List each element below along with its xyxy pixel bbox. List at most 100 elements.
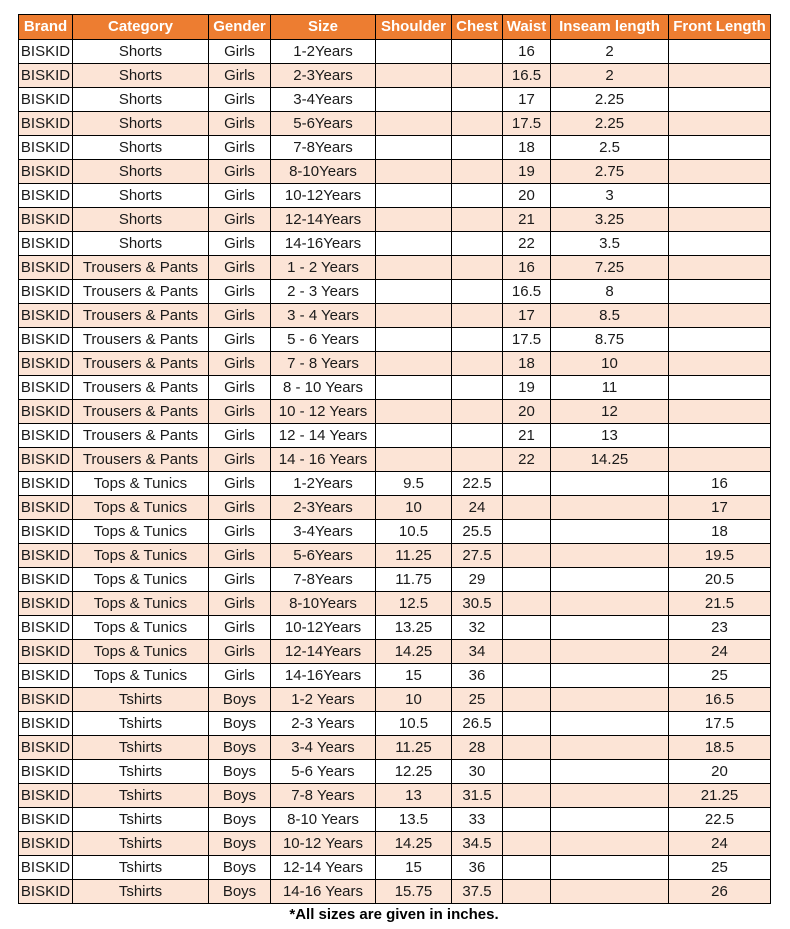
table-row: BISKID Tshirts Boys 5-6 Years 12.25 30 20 bbox=[18, 759, 771, 784]
table-row: BISKID Tshirts Boys 12-14 Years 15 36 25 bbox=[18, 855, 771, 880]
table-cell: Tops & Tunics bbox=[72, 543, 209, 568]
table-cell: 16.5 bbox=[502, 279, 551, 304]
table-cell: 13 bbox=[550, 423, 669, 448]
table-row: BISKID Trousers & Pants Girls 5 - 6 Years 17… bbox=[18, 327, 771, 352]
table-cell bbox=[668, 375, 771, 400]
table-cell bbox=[550, 663, 669, 688]
table-cell bbox=[451, 183, 503, 208]
table-cell: 11.25 bbox=[375, 735, 452, 760]
table-cell: Girls bbox=[208, 423, 271, 448]
table-cell bbox=[451, 351, 503, 376]
table-cell bbox=[668, 39, 771, 64]
table-cell: Girls bbox=[208, 567, 271, 592]
table-cell bbox=[502, 615, 551, 640]
table-cell: BISKID bbox=[18, 711, 73, 736]
table-cell: BISKID bbox=[18, 183, 73, 208]
table-row: BISKID Tops & Tunics Girls 12-14Years 14.25 3… bbox=[18, 639, 771, 664]
table-cell bbox=[550, 639, 669, 664]
table-cell: 12-14Years bbox=[270, 207, 376, 232]
table-cell: Girls bbox=[208, 519, 271, 544]
table-cell bbox=[668, 255, 771, 280]
table-cell: Trousers & Pants bbox=[72, 279, 209, 304]
table-cell: 3-4 Years bbox=[270, 735, 376, 760]
table-cell: Girls bbox=[208, 279, 271, 304]
table-cell: 3.25 bbox=[550, 207, 669, 232]
table-cell: 20 bbox=[502, 399, 551, 424]
table-cell: 17.5 bbox=[502, 111, 551, 136]
table-cell bbox=[451, 303, 503, 328]
table-cell: Shorts bbox=[72, 63, 209, 88]
table-cell: 12.25 bbox=[375, 759, 452, 784]
table-cell: 3 - 4 Years bbox=[270, 303, 376, 328]
table-cell: Girls bbox=[208, 447, 271, 472]
table-cell bbox=[668, 231, 771, 256]
table-cell: 19 bbox=[502, 159, 551, 184]
table-cell: Tops & Tunics bbox=[72, 591, 209, 616]
table-cell: Girls bbox=[208, 303, 271, 328]
table-cell: Tshirts bbox=[72, 711, 209, 736]
table-cell: 7 - 8 Years bbox=[270, 351, 376, 376]
table-cell: Girls bbox=[208, 327, 271, 352]
table-cell bbox=[550, 735, 669, 760]
table-cell bbox=[375, 111, 452, 136]
table-cell bbox=[375, 327, 452, 352]
table-cell: BISKID bbox=[18, 87, 73, 112]
table-cell: 8.5 bbox=[550, 303, 669, 328]
table-cell: 1-2 Years bbox=[270, 687, 376, 712]
table-cell: 33 bbox=[451, 807, 503, 832]
table-row: BISKID Tshirts Boys 3-4 Years 11.25 28 18.5 bbox=[18, 735, 771, 760]
table-cell: Girls bbox=[208, 135, 271, 160]
table-cell: 1-2Years bbox=[270, 471, 376, 496]
table-row: BISKID Tops & Tunics Girls 10-12Years 13.25 3… bbox=[18, 615, 771, 640]
table-row: BISKID Trousers & Pants Girls 14 - 16 Years… bbox=[18, 447, 771, 472]
table-cell: 8.75 bbox=[550, 327, 669, 352]
table-cell bbox=[550, 711, 669, 736]
table-cell: 14.25 bbox=[550, 447, 669, 472]
table-row: BISKID Trousers & Pants Girls 2 - 3 Years 16… bbox=[18, 279, 771, 304]
column-header-inseam-length: Inseam length bbox=[550, 14, 669, 40]
table-cell: 12 - 14 Years bbox=[270, 423, 376, 448]
column-header-category: Category bbox=[72, 14, 209, 40]
table-row: BISKID Trousers & Pants Girls 7 - 8 Years 18… bbox=[18, 351, 771, 376]
table-cell: 10.5 bbox=[375, 711, 452, 736]
table-cell: 17.5 bbox=[502, 327, 551, 352]
table-cell: Girls bbox=[208, 543, 271, 568]
table-cell: Girls bbox=[208, 399, 271, 424]
table-cell: BISKID bbox=[18, 159, 73, 184]
table-cell: Trousers & Pants bbox=[72, 303, 209, 328]
table-cell: 26 bbox=[668, 879, 771, 904]
table-cell bbox=[550, 567, 669, 592]
table-cell: 15.75 bbox=[375, 879, 452, 904]
table-cell: 12-14 Years bbox=[270, 855, 376, 880]
table-cell bbox=[502, 495, 551, 520]
table-cell: Boys bbox=[208, 855, 271, 880]
table-row: BISKID Tops & Tunics Girls 7-8Years 11.75 29 2… bbox=[18, 567, 771, 592]
table-cell: 14 - 16 Years bbox=[270, 447, 376, 472]
table-cell: 8-10Years bbox=[270, 591, 376, 616]
table-cell: BISKID bbox=[18, 831, 73, 856]
table-cell: 16.5 bbox=[502, 63, 551, 88]
table-cell: 14-16 Years bbox=[270, 879, 376, 904]
table-cell bbox=[668, 207, 771, 232]
table-cell: Tshirts bbox=[72, 759, 209, 784]
table-cell bbox=[451, 447, 503, 472]
table-cell bbox=[451, 63, 503, 88]
table-cell: Girls bbox=[208, 111, 271, 136]
table-cell: 10.5 bbox=[375, 519, 452, 544]
table-cell: Boys bbox=[208, 807, 271, 832]
table-cell bbox=[375, 63, 452, 88]
table-row: BISKID Tops & Tunics Girls 2-3Years 10 24 17 bbox=[18, 495, 771, 520]
table-cell: BISKID bbox=[18, 303, 73, 328]
table-cell: BISKID bbox=[18, 735, 73, 760]
table-cell: 24 bbox=[668, 831, 771, 856]
table-cell: 8 - 10 Years bbox=[270, 375, 376, 400]
table-row: BISKID Shorts Girls 5-6Years 17.5 2.25 bbox=[18, 111, 771, 136]
table-cell bbox=[502, 639, 551, 664]
table-cell: 5-6Years bbox=[270, 111, 376, 136]
table-cell: Tops & Tunics bbox=[72, 471, 209, 496]
table-cell bbox=[550, 783, 669, 808]
table-cell bbox=[502, 711, 551, 736]
table-cell bbox=[668, 303, 771, 328]
table-cell: 10-12Years bbox=[270, 615, 376, 640]
table-cell: 31.5 bbox=[451, 783, 503, 808]
